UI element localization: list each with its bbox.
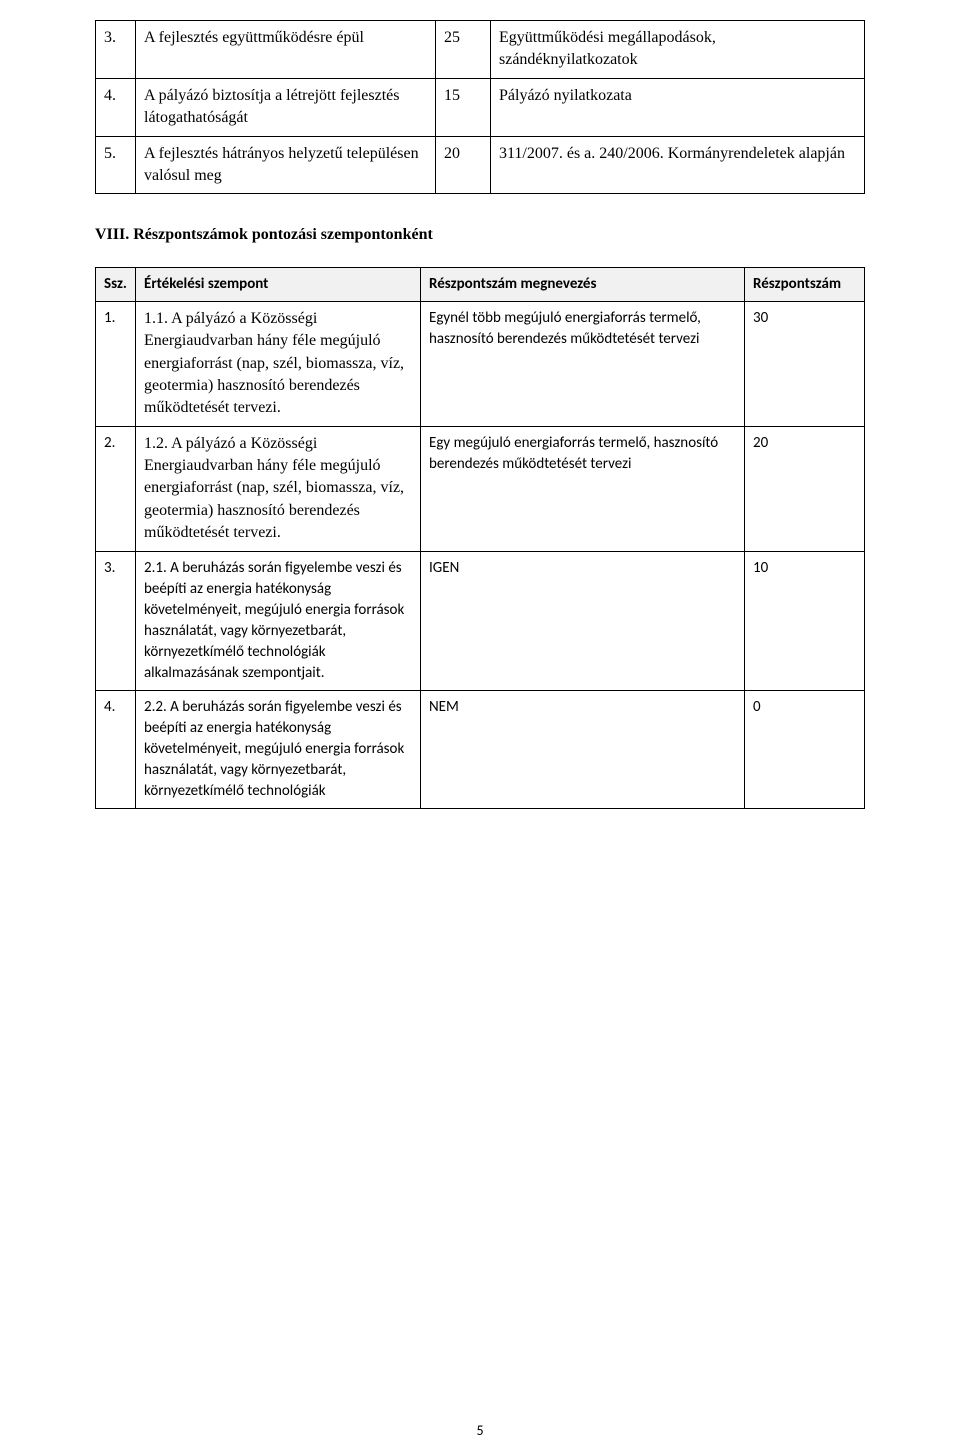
row-criterion: 1.1. A pályázó a Közösségi Energiaudvarb… [136, 301, 421, 426]
row-score: 30 [745, 301, 865, 426]
table-row: 4. A pályázó biztosítja a létrejött fejl… [96, 78, 865, 136]
row-criterion: 2.1. A beruházás során figyelembe veszi … [136, 551, 421, 690]
row-description: A fejlesztés hátrányos helyzetű települé… [136, 136, 436, 194]
row-score: 10 [745, 551, 865, 690]
row-points: 20 [436, 136, 491, 194]
criteria-table-1: 3. A fejlesztés együttműködésre épül 25 … [95, 20, 865, 194]
row-number: 2. [96, 426, 136, 551]
table-header-row: Ssz. Értékelési szempont Részpontszám me… [96, 267, 865, 301]
row-score: 0 [745, 690, 865, 808]
page-number: 5 [0, 1421, 960, 1441]
row-name: Egynél több megújuló energiaforrás terme… [421, 301, 745, 426]
table-row: 5. A fejlesztés hátrányos helyzetű telep… [96, 136, 865, 194]
row-criterion: 1.2. A pályázó a Közösségi Energiaudvarb… [136, 426, 421, 551]
row-points: 25 [436, 21, 491, 79]
table-row: 2. 1.2. A pályázó a Közösségi Energiaudv… [96, 426, 865, 551]
row-name: IGEN [421, 551, 745, 690]
row-points: 15 [436, 78, 491, 136]
row-name: Egy megújuló energiaforrás termelő, hasz… [421, 426, 745, 551]
table-row: 1. 1.1. A pályázó a Közösségi Energiaudv… [96, 301, 865, 426]
row-number: 1. [96, 301, 136, 426]
row-justification: 311/2007. és a. 240/2006. Kormányrendele… [491, 136, 865, 194]
row-number: 3. [96, 551, 136, 690]
row-justification: Pályázó nyilatkozata [491, 78, 865, 136]
row-number: 3. [96, 21, 136, 79]
header-criterion: Értékelési szempont [136, 267, 421, 301]
row-criterion: 2.2. A beruházás során figyelembe veszi … [136, 690, 421, 808]
row-score: 20 [745, 426, 865, 551]
row-number: 4. [96, 78, 136, 136]
row-number: 5. [96, 136, 136, 194]
row-name: NEM [421, 690, 745, 808]
row-number: 4. [96, 690, 136, 808]
row-justification: Együttműködési megállapodások, szándékny… [491, 21, 865, 79]
table-row: 3. A fejlesztés együttműködésre épül 25 … [96, 21, 865, 79]
row-description: A fejlesztés együttműködésre épül [136, 21, 436, 79]
header-ssz: Ssz. [96, 267, 136, 301]
scoring-table: Ssz. Értékelési szempont Részpontszám me… [95, 267, 865, 809]
row-description: A pályázó biztosítja a létrejött fejlesz… [136, 78, 436, 136]
header-score: Részpontszám [745, 267, 865, 301]
table-row: 3. 2.1. A beruházás során figyelembe ves… [96, 551, 865, 690]
header-name: Részpontszám megnevezés [421, 267, 745, 301]
section-heading: VIII. Részpontszámok pontozási szemponto… [95, 224, 865, 246]
table-row: 4. 2.2. A beruházás során figyelembe ves… [96, 690, 865, 808]
